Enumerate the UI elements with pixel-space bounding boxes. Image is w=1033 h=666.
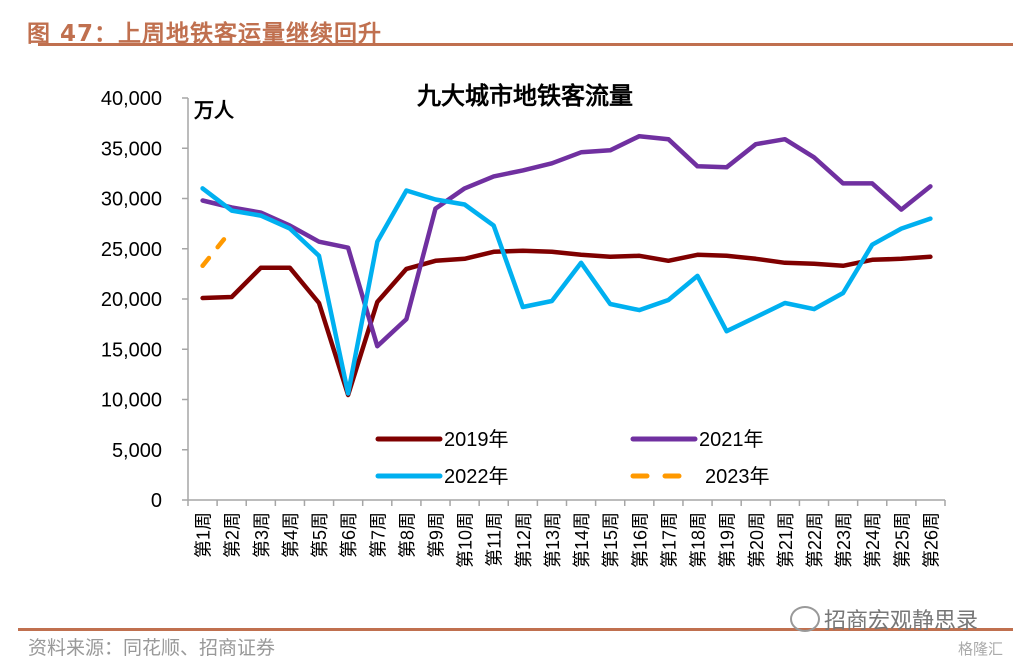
x-tick-label: 第19周	[718, 512, 738, 568]
chart-title: 九大城市地铁客流量	[416, 82, 633, 110]
x-tick-label: 第23周	[834, 512, 854, 568]
x-tick-label: 第9周	[426, 512, 446, 558]
x-tick-label: 第3周	[252, 512, 272, 558]
figure-title: 图 47：上周地铁客运量继续回升	[27, 21, 383, 47]
x-tick-label: 第14周	[572, 512, 592, 568]
x-tick-label: 第18周	[689, 512, 709, 568]
series-line-2021	[200, 133, 933, 349]
y-axis-unit-label: 万人	[193, 98, 235, 122]
x-tick-label: 第22周	[805, 512, 825, 568]
line-chart: 九大城市地铁客流量 万人 0 5,000 10,000 15,000 20,000 25,…	[101, 82, 946, 568]
x-tick-label: 第11周	[485, 512, 505, 567]
x-tick-label: 第5周	[310, 512, 330, 558]
x-tick-label: 第12周	[514, 512, 534, 568]
series-line-2022	[200, 186, 933, 396]
series-line-2023	[200, 227, 234, 269]
legend-label-2023: 2023年	[705, 465, 770, 488]
watermark: 招商宏观静思录	[790, 603, 978, 635]
y-tick-label: 15,000	[101, 339, 162, 361]
y-tick-label: 0	[151, 490, 162, 512]
y-tick-label: 40,000	[101, 88, 162, 110]
y-tick-label: 35,000	[101, 138, 162, 160]
y-tick-label: 5,000	[112, 440, 162, 462]
x-tick-label: 第25周	[892, 512, 912, 568]
x-tick-label: 第16周	[630, 512, 650, 568]
wechat-icon	[790, 606, 820, 632]
y-tick-label: 25,000	[101, 239, 162, 261]
watermark-text: 招商宏观静思录	[824, 609, 979, 634]
series-line-2019	[200, 248, 933, 398]
x-tick-label: 第4周	[281, 512, 301, 558]
x-tick-label: 第21周	[776, 512, 796, 568]
x-tick-label: 第7周	[368, 512, 388, 558]
x-tick-label: 第20周	[747, 512, 767, 568]
x-tick-label: 第26周	[921, 512, 941, 568]
y-tick-label: 20,000	[101, 289, 162, 311]
x-tick-label: 第8周	[397, 512, 417, 558]
x-tick-label: 第2周	[223, 512, 243, 558]
x-tick-label: 第10周	[456, 512, 476, 568]
watermark-logo: 格隆汇	[958, 640, 1004, 658]
legend-label-2022: 2022年	[444, 465, 509, 488]
legend-label-2021: 2021年	[699, 428, 764, 451]
y-tick-label: 30,000	[101, 189, 162, 211]
source-note: 资料来源：同花顺、招商证券	[28, 637, 276, 659]
x-tick-label: 第6周	[339, 512, 359, 558]
x-tick-label: 第17周	[659, 512, 679, 568]
x-tick-label: 第24周	[863, 512, 883, 568]
title-underline	[38, 43, 1013, 46]
x-tick-label: 第13周	[543, 512, 563, 568]
footer-rule	[18, 628, 1013, 631]
legend-label-2019: 2019年	[444, 428, 509, 451]
y-tick-label: 10,000	[101, 390, 162, 412]
x-tick-label: 第15周	[601, 512, 621, 568]
x-tick-label: 第1周	[194, 512, 214, 558]
